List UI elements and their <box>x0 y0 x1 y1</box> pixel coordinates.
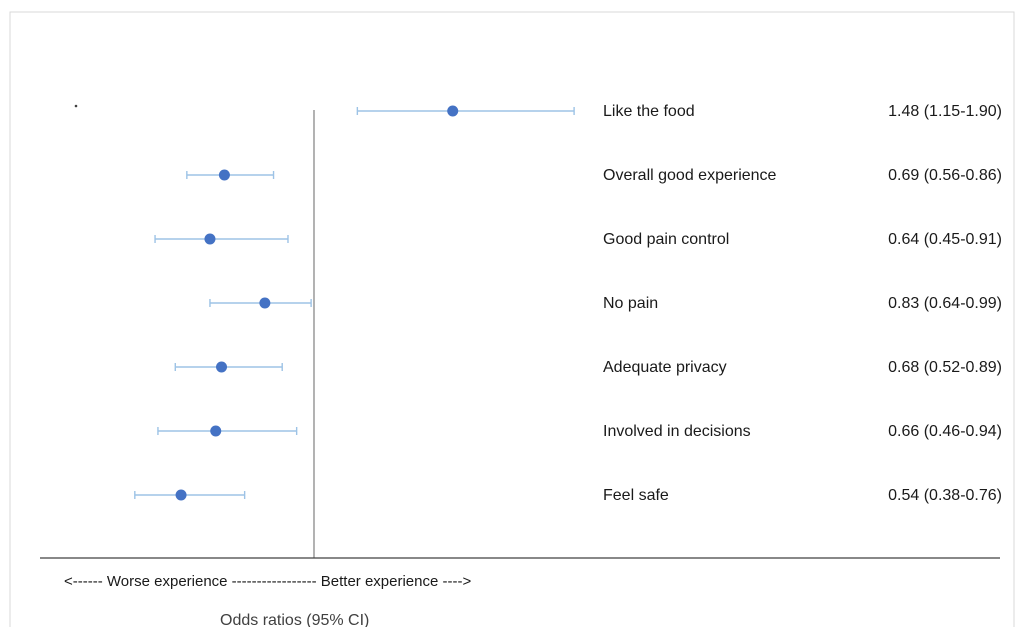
row-value: 0.69 (0.56-0.86) <box>888 167 1002 184</box>
row-value: 0.64 (0.45-0.91) <box>888 231 1002 248</box>
row-label: Adequate privacy <box>603 359 727 376</box>
x-axis-title: Odds ratios (95% CI) <box>220 612 369 627</box>
odds-ratio-point <box>210 425 222 437</box>
odds-ratio-point <box>259 297 271 309</box>
forest-rows: Like the food 1.48 (1.15-1.90) Overall goo… <box>134 103 1002 504</box>
odds-ratio-point <box>447 105 459 117</box>
odds-ratio-point <box>204 233 216 245</box>
row-label: Good pain control <box>603 231 729 248</box>
stray-dot <box>74 104 78 108</box>
row-value: 0.83 (0.64-0.99) <box>888 295 1002 312</box>
direction-label: <------ Worse experience ---------------… <box>64 573 471 590</box>
row-label: Involved in decisions <box>603 423 751 440</box>
row-value: 1.48 (1.15-1.90) <box>888 103 1002 120</box>
odds-ratio-point <box>175 489 187 501</box>
row-label: Like the food <box>603 103 695 120</box>
chart-frame <box>9 11 1015 627</box>
row-value: 0.66 (0.46-0.94) <box>888 423 1002 440</box>
odds-ratio-point <box>218 169 230 181</box>
row-value: 0.68 (0.52-0.89) <box>888 359 1002 376</box>
row-label: No pain <box>603 295 658 312</box>
odds-ratio-point <box>216 361 228 373</box>
row-label: Feel safe <box>603 487 669 504</box>
row-value: 0.54 (0.38-0.76) <box>888 487 1002 504</box>
row-label: Overall good experience <box>603 167 777 184</box>
